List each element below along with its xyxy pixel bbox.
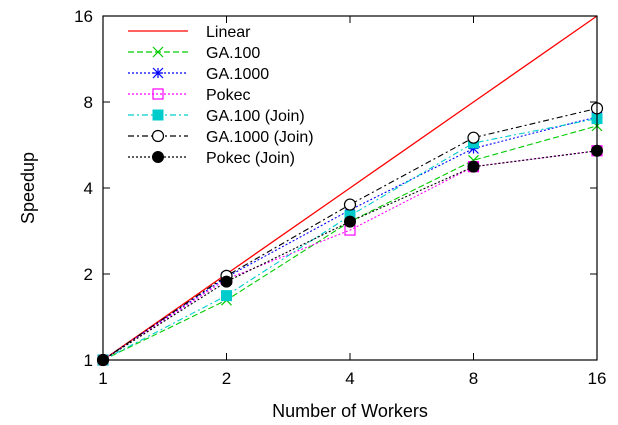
axes: 1 2 4 8 16 1 2 4 8 16 — [74, 7, 606, 388]
legend-marker — [151, 129, 165, 143]
data-point — [221, 290, 232, 302]
x-tick-label: 2 — [222, 369, 231, 388]
legend-marker — [152, 109, 164, 121]
y-tick-label: 8 — [84, 93, 93, 112]
x-tick-label: 4 — [345, 369, 354, 388]
series-line — [102, 150, 598, 361]
plot-area — [96, 15, 604, 367]
legend-entry: GA.1000 (Join) — [128, 129, 314, 146]
data-point — [467, 131, 480, 144]
series-line — [102, 125, 598, 361]
data-point — [344, 215, 356, 228]
legend-marker — [152, 151, 164, 163]
series-pokec-join — [97, 144, 603, 366]
series-line — [102, 107, 598, 361]
legend-label: GA.100 — [206, 45, 260, 62]
x-axis-title: Number of Workers — [272, 401, 428, 421]
legend-label: Linear — [206, 24, 251, 41]
x-tick-label: 1 — [98, 369, 107, 388]
y-tick-label: 16 — [74, 7, 93, 26]
legend-entry: GA.100 — [128, 45, 260, 62]
legend-entry: GA.100 (Join) — [128, 108, 305, 125]
y-tick-label: 4 — [84, 179, 93, 198]
legend: Linear GA.100 GA.1000 Pokec GA.100 (Join) GA.… — [128, 24, 314, 167]
series-line — [102, 15, 598, 361]
x-tick-label: 16 — [588, 369, 607, 388]
x-tick-label: 8 — [469, 369, 478, 388]
series-ga-100-join — [97, 113, 603, 366]
series-line — [102, 150, 598, 361]
legend-entry: Pokec (Join) — [128, 150, 295, 167]
legend-marker — [152, 88, 164, 100]
legend-entry: Pokec — [128, 87, 250, 104]
series-linear — [102, 15, 598, 361]
series-ga-1000 — [97, 111, 603, 366]
legend-label: Pokec — [206, 87, 250, 104]
series-pokec — [97, 145, 603, 366]
y-tick-label: 2 — [84, 265, 93, 284]
legend-entry: Linear — [128, 24, 251, 41]
series-line — [102, 118, 598, 361]
legend-label: GA.1000 — [206, 66, 269, 83]
data-point — [220, 275, 233, 288]
y-tick-label: 1 — [84, 351, 93, 370]
legend-label: GA.100 (Join) — [206, 108, 305, 125]
data-point — [343, 198, 357, 211]
legend-marker — [152, 67, 164, 79]
legend-label: GA.1000 (Join) — [206, 129, 314, 146]
legend-entry: GA.1000 — [128, 66, 269, 83]
legend-marker — [152, 46, 164, 58]
data-point — [467, 160, 480, 173]
y-axis-title: Speedup — [18, 152, 38, 224]
legend-label: Pokec (Join) — [206, 150, 295, 167]
